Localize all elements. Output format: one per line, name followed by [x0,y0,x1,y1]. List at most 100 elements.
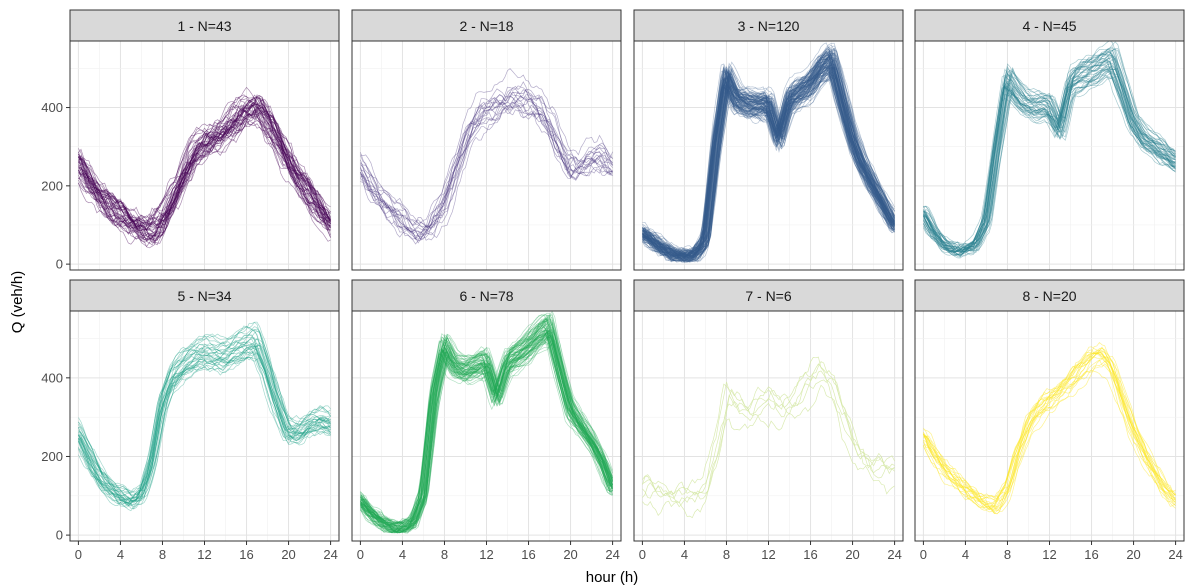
series-line [642,54,895,261]
series-line [642,61,895,256]
series-line [642,52,895,258]
x-tick-label: 16 [239,547,253,562]
series-line [923,67,1176,253]
series-line [642,58,895,258]
series-line [923,49,1176,252]
series-line [78,94,331,226]
series-line [360,332,613,527]
series-line [642,75,895,263]
facet-panel: 5 - N=34 0 200 400 0 4 8 12 16 20 24 [41,279,340,562]
series-line [78,351,331,506]
series-line [642,65,895,259]
series-line [360,319,613,533]
series-line [923,57,1176,253]
series-line [642,64,895,253]
series-line [360,329,613,534]
series-line [923,51,1176,252]
series-line [78,345,331,497]
series-line [360,330,613,533]
series-line [78,350,331,507]
series-line [923,48,1176,252]
series-line [642,55,895,261]
series-line [923,76,1176,256]
series-line [642,66,895,259]
series-line [360,321,613,530]
series-line [360,336,613,528]
series-line [642,67,895,260]
series-line [642,52,895,259]
series-line [642,67,895,256]
series-line [642,49,895,259]
series-line [642,56,895,254]
series-line [642,58,895,259]
series-line [360,85,613,228]
series-line [78,329,331,505]
series-line [642,78,895,262]
series-line [78,329,331,500]
series-line [360,322,613,533]
series-line [642,64,895,263]
series-line [360,330,613,534]
series-line [642,72,895,262]
series-line [78,337,331,504]
series-line [78,103,331,244]
x-tick-label: 4 [117,547,124,562]
gridlines [352,311,621,541]
series-line [78,346,331,505]
series-line [923,351,1176,515]
series-line [642,63,895,262]
series-line [642,74,895,261]
series-line [642,58,895,258]
series-line [642,62,895,259]
y-tick-label: 200 [41,178,63,193]
facet-strip [69,9,340,42]
gridlines [915,311,1184,541]
series-line [360,330,613,526]
y-tick-label: 0 [56,528,63,543]
series-line [360,329,613,530]
panel-border [351,40,622,271]
series-line [360,338,613,532]
series-line [642,370,895,508]
series-line [360,336,613,533]
series-line [923,359,1176,513]
series-line [642,72,895,262]
x-tick-label: 20 [281,547,295,562]
y-axis-title: Q (veh/h) [9,271,26,334]
series-line [78,97,331,239]
series-line [360,89,613,228]
series-line [923,61,1176,257]
series-line [642,48,895,257]
series-line [642,56,895,253]
series-line [642,68,895,257]
series-line [642,70,895,261]
series-line [642,51,895,255]
series-line [78,86,331,231]
facet-strip [914,9,1185,42]
series-line [642,64,895,263]
series-line [642,54,895,257]
series-line [642,71,895,260]
series-line [78,345,331,503]
series-line [360,318,613,533]
series-line [360,90,613,238]
series-line [78,334,331,502]
series-line [360,318,613,528]
series-line [642,70,895,262]
series-line [78,116,331,239]
facet-title: 1 - N=43 [177,18,231,34]
y-tick-label: 400 [41,370,63,385]
series-line [642,65,895,258]
series-line [923,48,1176,249]
series-line [642,64,895,263]
series-line [360,329,613,525]
series-line [642,66,895,262]
facet-strip [351,9,622,42]
series-line [923,62,1176,253]
series-line [642,50,895,258]
series-line [360,314,613,530]
series-line [78,321,331,494]
series-line [642,72,895,262]
series-line [78,109,331,228]
